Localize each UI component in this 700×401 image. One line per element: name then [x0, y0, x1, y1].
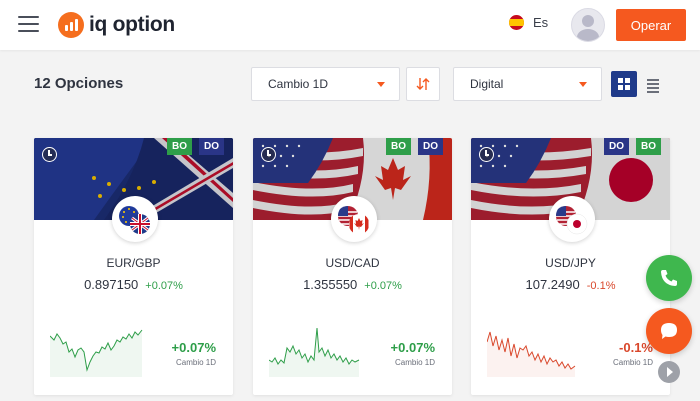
sparkline-chart [487, 331, 576, 377]
change-value: +0.07% [171, 340, 216, 355]
change-caption: Cambio 1D [394, 358, 435, 367]
tag-do: DO [418, 138, 443, 155]
asset-card-usd-jpy[interactable]: DO BO USD/JPY 107.2490 -0.1% -0.1% Cambio… [471, 138, 670, 395]
logo-text: iq option [89, 13, 175, 36]
pair-flags [331, 196, 377, 242]
change-value: -0.1% [619, 340, 653, 355]
tag-bo: BO [636, 138, 661, 155]
pair-name: EUR/GBP [106, 256, 161, 270]
grid-view-button[interactable] [611, 71, 637, 97]
instrument-type-value: Digital [470, 77, 504, 91]
user-avatar[interactable] [571, 8, 605, 42]
options-count: 12 Opciones [34, 75, 124, 92]
sort-direction-button[interactable] [406, 67, 440, 101]
pair-flags [549, 196, 595, 242]
pair-name: USD/JPY [545, 256, 596, 270]
pair-price: 107.2490 [525, 277, 580, 292]
bar-chart-logo-icon [58, 12, 84, 38]
chat-bubble-icon [661, 323, 677, 339]
phone-icon [661, 270, 677, 286]
sparkline-chart [269, 327, 360, 377]
pair-price-row: 0.897150 +0.07% [34, 277, 233, 292]
clock-icon [261, 147, 276, 162]
phone-call-button[interactable] [646, 255, 692, 301]
instrument-type-select[interactable]: Digital [453, 67, 602, 101]
pair-name: USD/CAD [325, 256, 380, 270]
sort-by-value: Cambio 1D [268, 77, 329, 91]
sort-arrows-icon [416, 78, 430, 90]
change-value: +0.07% [390, 340, 435, 355]
pair-change: +0.07% [145, 280, 183, 292]
pair-flags [112, 196, 158, 242]
language-selector[interactable]: Es [509, 15, 548, 30]
sparkline-chart [50, 329, 143, 377]
logo[interactable]: iq option [58, 11, 175, 39]
clock-icon [479, 147, 494, 162]
tag-bo: BO [386, 138, 411, 155]
language-label: Es [533, 15, 549, 30]
top-header: iq option Es Operar [0, 0, 700, 50]
chat-button[interactable] [646, 308, 692, 354]
spain-flag-icon [509, 15, 524, 30]
tag-do: DO [604, 138, 629, 155]
tag-bo: BO [167, 138, 192, 155]
pair-change: +0.07% [364, 280, 402, 292]
pair-price: 1.355550 [303, 277, 358, 292]
change-caption: Cambio 1D [612, 358, 653, 367]
clock-icon [42, 147, 57, 162]
asset-card-usd-cad[interactable]: BO DO USD/CAD 1.355550 +0.07% +0.07% Camb… [253, 138, 452, 395]
chevron-down-icon [377, 82, 385, 87]
chevron-right-icon[interactable] [658, 361, 680, 383]
asset-card-eur-gbp[interactable]: BO DO EUR/GBP 0.897150 +0.07% +0.07% Camb… [34, 138, 233, 395]
chevron-down-icon [579, 82, 587, 87]
list-view-button[interactable] [640, 71, 666, 97]
pair-price: 0.897150 [84, 277, 139, 292]
change-caption: Cambio 1D [175, 358, 216, 367]
hamburger-menu-icon[interactable] [18, 15, 39, 33]
tag-do: DO [199, 138, 224, 155]
operar-button[interactable]: Operar [616, 9, 686, 41]
pair-price-row: 107.2490 -0.1% [471, 277, 670, 292]
pair-change: -0.1% [586, 280, 616, 292]
sort-by-select[interactable]: Cambio 1D [251, 67, 400, 101]
pair-price-row: 1.355550 +0.07% [253, 277, 452, 292]
